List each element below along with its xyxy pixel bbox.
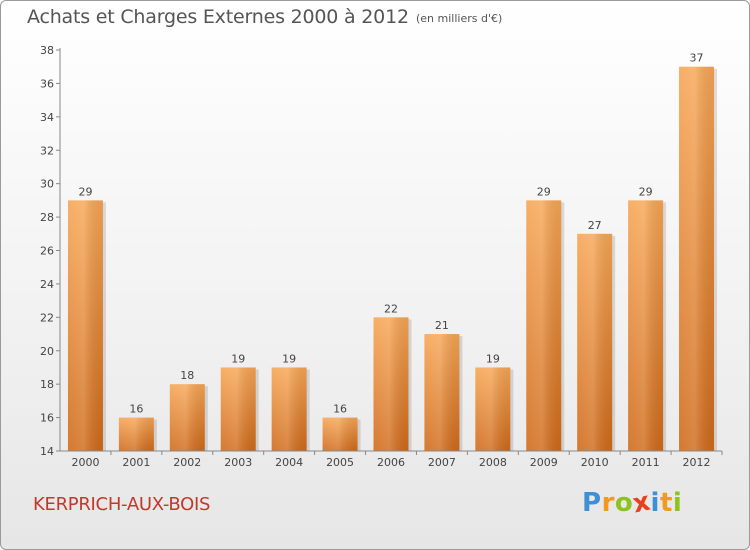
bar-value-label: 18 <box>180 369 194 382</box>
bar-shine <box>322 417 358 451</box>
y-tick-label: 32 <box>40 144 54 157</box>
x-tick-label: 2001 <box>122 456 150 469</box>
x-tick-label: 2002 <box>173 456 201 469</box>
logo-letter: r <box>601 488 615 518</box>
bar-value-label: 19 <box>486 352 500 365</box>
x-tick-label: 2005 <box>326 456 354 469</box>
y-tick-label: 34 <box>40 111 54 124</box>
bar-shine <box>169 384 205 451</box>
y-tick-label: 14 <box>40 445 54 458</box>
x-tick-label: 2009 <box>530 456 558 469</box>
bar-value-label: 22 <box>384 302 398 315</box>
y-tick-label: 20 <box>40 345 54 358</box>
y-tick-label: 38 <box>40 44 54 57</box>
x-tick-label: 2012 <box>683 456 711 469</box>
y-tick-label: 28 <box>40 211 54 224</box>
bar-shine <box>220 367 256 451</box>
bar-shine <box>628 200 664 451</box>
logo-letter: i <box>672 488 683 518</box>
x-tick-label: 2004 <box>275 456 303 469</box>
y-tick-label: 24 <box>40 278 54 291</box>
bar-shine <box>424 334 460 451</box>
bar-value-label: 29 <box>537 185 551 198</box>
logo-letter: o <box>614 488 634 518</box>
bar-value-label: 19 <box>231 352 245 365</box>
y-tick-label: 18 <box>40 378 54 391</box>
x-tick-label: 2008 <box>479 456 507 469</box>
place-name: KERPRICH-AUX-BOIS <box>33 494 211 515</box>
chart-title: Achats et Charges Externes 2000 à 2012 <box>27 6 409 28</box>
bar-value-label: 29 <box>78 185 92 198</box>
bar-value-label: 29 <box>639 185 653 198</box>
y-tick-label: 36 <box>40 77 54 90</box>
y-tick-label: 26 <box>40 245 54 258</box>
bar-shine <box>118 417 154 451</box>
x-tick-label: 2007 <box>428 456 456 469</box>
bar-value-label: 16 <box>129 403 143 416</box>
bar-value-label: 16 <box>333 403 347 416</box>
x-tick-label: 2010 <box>581 456 609 469</box>
bar-shine <box>526 200 562 451</box>
bar-value-label: 37 <box>690 52 704 65</box>
y-tick-label: 30 <box>40 178 54 191</box>
proxiti-logo: Proxiti <box>582 487 683 520</box>
bar-shine <box>577 233 613 451</box>
y-tick-label: 22 <box>40 311 54 324</box>
bar-shine <box>67 200 103 451</box>
logo-letter: P <box>582 488 602 518</box>
bar-shine <box>271 367 307 451</box>
logo-letter: i <box>650 488 660 518</box>
bar-shine <box>373 317 409 451</box>
x-tick-label: 2003 <box>224 456 252 469</box>
bar-value-label: 19 <box>282 352 296 365</box>
bar-value-label: 21 <box>435 319 449 332</box>
y-tick-label: 16 <box>40 412 54 425</box>
bar-shine <box>475 367 511 451</box>
x-tick-label: 2011 <box>632 456 660 469</box>
chart-subtitle: (en milliers d'€) <box>416 12 503 25</box>
bar-value-label: 27 <box>588 219 602 232</box>
logo-letter: t <box>659 488 673 518</box>
x-tick-label: 2006 <box>377 456 405 469</box>
bar-shine <box>679 66 715 451</box>
x-tick-label: 2000 <box>71 456 99 469</box>
